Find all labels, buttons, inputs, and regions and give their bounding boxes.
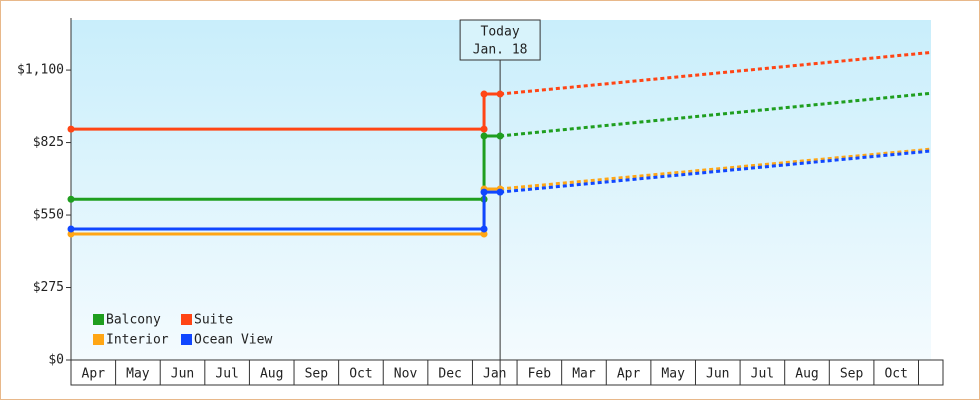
point — [496, 90, 504, 98]
x-tick-label: Apr — [617, 367, 641, 382]
x-tick-label: May — [661, 367, 685, 382]
point — [67, 195, 75, 203]
price-line — [71, 92, 501, 131]
point — [480, 90, 488, 98]
point — [496, 132, 504, 140]
price-line — [71, 190, 501, 231]
x-tick-label: Mar — [572, 367, 596, 382]
x-axis-band — [70, 359, 944, 386]
point — [67, 225, 75, 233]
x-tick-label: Jan — [483, 367, 506, 382]
point — [480, 230, 488, 238]
y-tick-label: $1,100 — [17, 63, 64, 78]
y-tick-label: $275 — [33, 280, 64, 295]
x-tick-label: Sep — [840, 367, 864, 382]
legend-label: Balcony — [106, 313, 161, 328]
today-box — [459, 19, 541, 61]
legend-swatch — [93, 314, 104, 325]
legend-label: Suite — [194, 313, 233, 328]
x-tick-label: Oct — [349, 367, 372, 382]
y-tick-label: $550 — [33, 208, 64, 223]
x-tick-label: Nov — [394, 367, 418, 382]
x-tick-label: Jul — [751, 367, 774, 382]
point — [480, 225, 488, 233]
point — [496, 188, 504, 196]
x-tick-label: Feb — [528, 367, 552, 382]
x-tick-label: Aug — [260, 367, 283, 382]
legend-swatch — [181, 334, 192, 345]
legend-swatch — [181, 314, 192, 325]
x-tick-label: Dec — [438, 367, 461, 382]
y-tick-label: $825 — [33, 135, 64, 150]
legend-swatch — [93, 334, 104, 345]
point — [480, 125, 488, 133]
point — [480, 132, 488, 140]
projected-line — [499, 91, 932, 138]
x-tick-label: Aug — [795, 367, 818, 382]
x-tick-label: Oct — [884, 367, 907, 382]
projected-line — [499, 50, 932, 96]
point — [480, 188, 488, 196]
projected-line — [499, 149, 932, 194]
x-tick-label: Jun — [706, 367, 729, 382]
point — [67, 230, 75, 238]
projected-line — [499, 147, 932, 191]
legend-label: Ocean View — [194, 333, 272, 348]
point — [67, 125, 75, 133]
legend-label: Interior — [106, 333, 169, 348]
today-label: Jan. 18 — [473, 43, 528, 58]
x-tick-label: May — [126, 367, 150, 382]
price-line — [71, 134, 501, 201]
today-label: Today — [481, 25, 520, 40]
x-tick-label: Jul — [215, 367, 238, 382]
x-tick-label: Apr — [82, 367, 106, 382]
y-tick-label: $0 — [48, 353, 64, 368]
x-tick-label: Sep — [305, 367, 329, 382]
x-tick-label: Jun — [171, 367, 194, 382]
